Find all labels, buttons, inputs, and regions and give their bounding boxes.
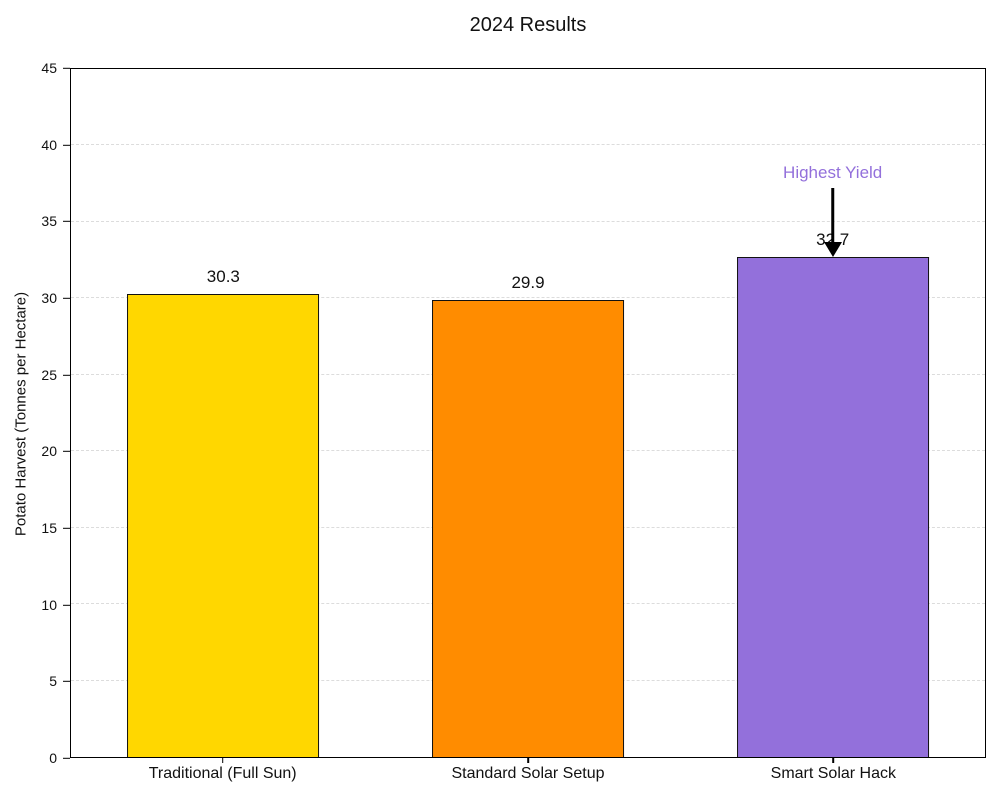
x-tick-label: Traditional (Full Sun) <box>148 765 297 782</box>
y-tick-label: 35 <box>41 213 57 230</box>
plot-area: 30.329.932.7Highest Yield <box>70 68 986 758</box>
y-axis-ticks: 0 5 10 15 20 25 30 35 40 45 <box>0 60 70 766</box>
x-axis-ticks: Traditional (Full Sun) Standard Solar Set… <box>70 758 986 800</box>
y-tick-mark <box>63 144 70 146</box>
annotation-arrow-head <box>823 242 842 258</box>
y-tick-label: 25 <box>41 366 57 383</box>
y-tick-label: 30 <box>41 290 57 306</box>
y-tick-label: 45 <box>41 60 57 76</box>
x-tick-label: Smart Solar Hack <box>770 765 897 782</box>
y-tick-mark <box>63 681 70 683</box>
x-tick-mark <box>527 758 529 763</box>
x-tick-mark <box>832 758 835 763</box>
h-gridline <box>71 297 985 299</box>
y-tick-mark <box>63 527 70 529</box>
bar-1 <box>127 293 320 757</box>
y-tick-label: 0 <box>49 750 57 766</box>
x-tick-mark <box>221 758 224 763</box>
annotation-text: Highest Yield <box>783 163 883 183</box>
y-tick-mark <box>63 374 70 376</box>
y-tick-mark <box>63 451 70 453</box>
annotation-arrow-line <box>830 188 835 245</box>
y-tick-mark <box>63 757 70 759</box>
y-tick-label: 20 <box>41 443 57 460</box>
bar-value-label: 29.9 <box>511 272 545 292</box>
chart-title: 2024 Results <box>469 14 587 36</box>
y-tick-mark <box>63 297 70 299</box>
bar-2 <box>432 299 624 757</box>
y-tick-label: 10 <box>41 596 57 613</box>
y-tick-label: 5 <box>49 673 57 690</box>
x-tick-label: Standard Solar Setup <box>451 765 605 782</box>
h-gridline <box>71 220 985 222</box>
bar-3 <box>736 257 929 757</box>
y-tick-mark <box>63 67 70 69</box>
y-tick-label: 40 <box>41 136 57 153</box>
y-tick-mark <box>63 221 70 223</box>
y-tick-label: 15 <box>41 520 57 536</box>
y-tick-mark <box>63 604 70 606</box>
h-gridline <box>71 144 985 146</box>
bar-value-label: 30.3 <box>206 266 240 286</box>
